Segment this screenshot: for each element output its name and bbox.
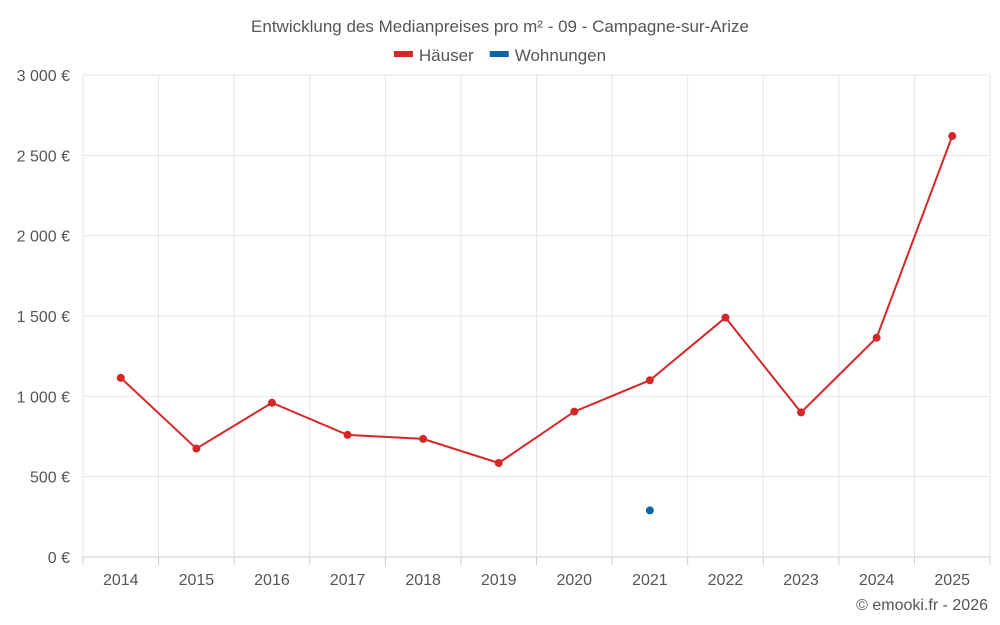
y-tick-label: 500 € [30,470,70,487]
data-point[interactable] [494,459,503,468]
x-axis: 2014 2015 2016 2017 2018 2019 2020 2021 2022 2023… [103,572,970,589]
grid [82,74,991,565]
x-tick-label: 2025 [934,572,970,589]
x-tick-label: 2021 [632,572,668,589]
legend-item-2[interactable]: Wohnungen [489,46,606,65]
y-tick-label: 2 500 € [17,148,70,165]
data-point[interactable] [721,313,730,322]
x-tick-label: 2014 [103,572,139,589]
data-point[interactable] [948,132,957,141]
data-point[interactable] [116,373,125,382]
x-tick-label: 2017 [330,572,366,589]
x-tick-label: 2018 [405,572,441,589]
series-layer [116,132,957,515]
data-point[interactable] [267,398,276,407]
x-tick-label: 2019 [481,572,517,589]
y-tick-label: 2 000 € [17,229,70,246]
data-point[interactable] [645,506,654,515]
x-tick-label: 2023 [783,572,819,589]
y-tick-label: 0 € [48,550,70,567]
x-tick-label: 2020 [556,572,592,589]
y-tick-label: 1 000 € [17,389,70,406]
x-tick-label: 2022 [708,572,744,589]
x-tick-label: 2015 [179,572,215,589]
data-point[interactable] [645,376,654,385]
data-point[interactable] [192,444,201,453]
legend-label: Wohnungen [515,46,606,65]
chart-title: Entwicklung des Medianpreises pro m² - 0… [251,17,749,36]
y-axis: 0 € 500 € 1 000 € 1 500 € 2 000 € 2 500 € 3 00… [17,68,70,567]
copyright-text: © emooki.fr - 2026 [856,597,988,614]
legend-label: Häuser [419,46,474,65]
x-tick-label: 2016 [254,572,290,589]
y-tick-label: 3 000 € [17,68,70,85]
y-tick-label: 1 500 € [17,309,70,326]
series-2 [645,506,654,515]
x-tick-label: 2024 [859,572,895,589]
legend[interactable]: Häuser Wohnungen [393,46,606,65]
data-point[interactable] [343,430,352,439]
data-point[interactable] [419,434,428,443]
legend-swatch [393,51,413,57]
data-point[interactable] [797,408,806,417]
legend-item-1[interactable]: Häuser [393,46,474,65]
legend-swatch [489,51,509,57]
data-point[interactable] [872,333,881,342]
series-1 [116,132,957,468]
data-point[interactable] [570,407,579,416]
series-line [120,135,954,465]
